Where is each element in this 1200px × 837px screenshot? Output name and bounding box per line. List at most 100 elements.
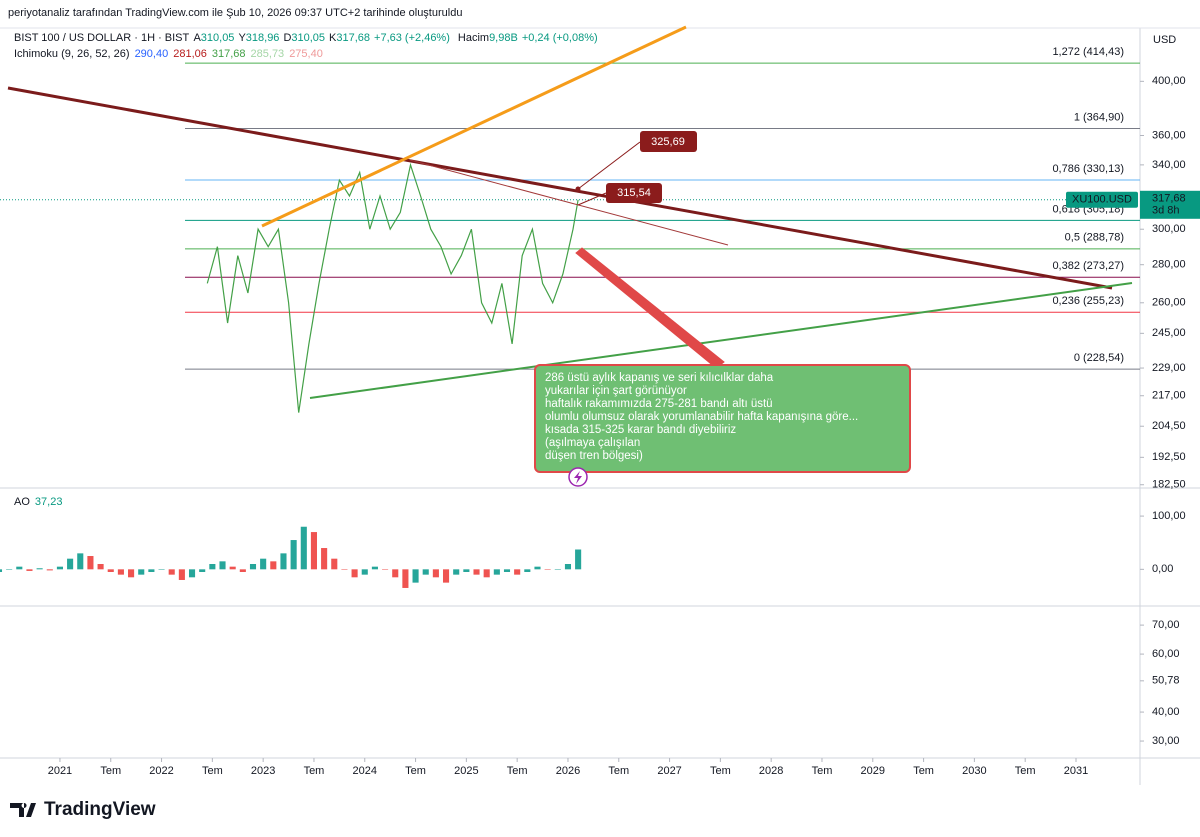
x-tick-label: 2030 — [962, 765, 986, 777]
x-tick-label: Tem — [812, 765, 833, 777]
x-tick-label: 2023 — [251, 765, 275, 777]
legend: BIST 100 / US DOLLAR · 1H · BIST A310,05 Y… — [14, 32, 598, 44]
x-tick-label: 2026 — [556, 765, 580, 777]
indicator-value: 275,40 — [289, 48, 323, 60]
legend-key: A — [193, 32, 201, 44]
ao-bar — [524, 569, 531, 572]
y-tick-label: 50,78 — [1152, 675, 1180, 687]
y-tick-label: 400,00 — [1152, 75, 1186, 87]
legend-key: D — [283, 32, 291, 44]
x-tick-label: 2027 — [657, 765, 681, 777]
fib-label: 0 (228,54) — [1074, 352, 1124, 364]
x-tick-label: Tem — [507, 765, 528, 777]
ao-bar — [392, 569, 399, 578]
legend-value: 317,68 — [336, 32, 370, 44]
legend-volume-change: +0,24 (+0,08%) — [522, 32, 598, 44]
currency: USD — [1153, 34, 1176, 46]
note-text: 286 üstü aylık kapanış ve seri kılıcılkl… — [545, 372, 858, 462]
x-tick-label: Tem — [202, 765, 223, 777]
price-tag-bg — [1140, 190, 1200, 219]
ao-bar — [544, 569, 551, 570]
ao-bar — [554, 569, 561, 570]
ao-bar — [219, 561, 226, 570]
ao-bar — [138, 569, 145, 575]
ao-bar — [453, 569, 460, 575]
ao-bar — [422, 569, 429, 575]
y-tick-label: 0,00 — [1152, 563, 1173, 575]
y-tick-label: 229,00 — [1152, 362, 1186, 374]
ao-bar — [117, 569, 124, 575]
ao-bar — [382, 569, 389, 570]
callout-dot — [575, 186, 581, 192]
callout-box — [606, 183, 662, 203]
brand-logo — [10, 803, 36, 817]
indicator-value: 37,23 — [35, 496, 63, 508]
x-tick-label: 2022 — [149, 765, 173, 777]
ao-bar — [493, 569, 500, 575]
header-text: periyotanaliz tarafından TradingView.com… — [8, 7, 462, 19]
ao-bar — [514, 569, 521, 575]
x-tick-label: Tem — [710, 765, 731, 777]
indicator-legend: AO 37,23 — [14, 496, 62, 508]
ao-bar — [188, 569, 196, 578]
x-tick-label: Tem — [304, 765, 325, 777]
price-line — [206, 162, 579, 413]
x-tick-label: 2025 — [454, 765, 478, 777]
ao-bar — [432, 569, 439, 578]
price-tag-symbol: XU100.USD — [1072, 194, 1132, 206]
legend-value: 310,05 — [201, 32, 235, 44]
callout-text: 325,69 — [651, 136, 685, 148]
fib-label: 0,382 (273,27) — [1052, 260, 1124, 272]
ao-bar — [270, 561, 277, 570]
ao-bar — [249, 564, 257, 570]
x-tick-label: Tem — [100, 765, 121, 777]
y-tick-label: 360,00 — [1152, 129, 1186, 141]
ao-bar — [371, 566, 378, 570]
callout-text: 315,54 — [617, 187, 651, 199]
x-tick-label: 2028 — [759, 765, 783, 777]
ao-bar — [412, 569, 419, 583]
y-tick-label: 340,00 — [1152, 159, 1186, 171]
ao-bar — [178, 569, 185, 580]
indicator-value: 290,40 — [135, 48, 169, 60]
indicator-value: 285,73 — [251, 48, 285, 60]
ao-bar — [97, 564, 104, 570]
indicator-name: Ichimoku (9, 26, 52, 26) — [14, 48, 130, 60]
y-tick-label: 40,00 — [1152, 706, 1180, 718]
price-tag-price: 317,68 — [1152, 193, 1186, 205]
ao-bar — [361, 569, 368, 575]
legend-volume: 9,98 — [489, 32, 510, 44]
price-tag-symbol-bg — [1066, 191, 1138, 208]
ao-bar — [575, 549, 582, 570]
ao-bar — [209, 564, 216, 570]
ao-bar — [442, 569, 450, 583]
ao-bar — [46, 569, 53, 571]
legend-volume-label: Hacim — [458, 32, 489, 44]
callout-pointer — [577, 192, 607, 206]
ao-bar — [331, 558, 338, 570]
indicator-name: AO — [14, 496, 30, 508]
event-icon-bolt — [574, 471, 582, 484]
indicator-value: 317,68 — [212, 48, 246, 60]
legend-value: 310,05 — [291, 32, 325, 44]
legend-value: 318,96 — [246, 32, 280, 44]
y-tick-label: 204,50 — [1152, 420, 1186, 432]
ao-bar — [310, 532, 318, 570]
legend-key: K — [329, 32, 337, 44]
ao-bar — [56, 566, 63, 570]
trend-line — [7, 86, 1113, 290]
ao-bar — [6, 569, 13, 570]
y-tick-label: 217,00 — [1152, 390, 1186, 402]
y-tick-label: 280,00 — [1152, 259, 1186, 271]
fib-label: 1,272 (414,43) — [1052, 46, 1124, 58]
arrow — [575, 247, 725, 369]
ao-bar — [36, 568, 43, 570]
callout-pointer — [577, 141, 641, 190]
note-line: haftalık rakamımızda 275-281 bandı altı … — [545, 398, 773, 410]
x-tick-label: Tem — [405, 765, 426, 777]
y-tick-label: 70,00 — [1152, 619, 1180, 631]
legend-change: +7,63 (+2,46%) — [374, 32, 450, 44]
ao-bar — [67, 558, 74, 570]
ao-bar — [290, 540, 297, 570]
ao-bar — [26, 569, 33, 571]
